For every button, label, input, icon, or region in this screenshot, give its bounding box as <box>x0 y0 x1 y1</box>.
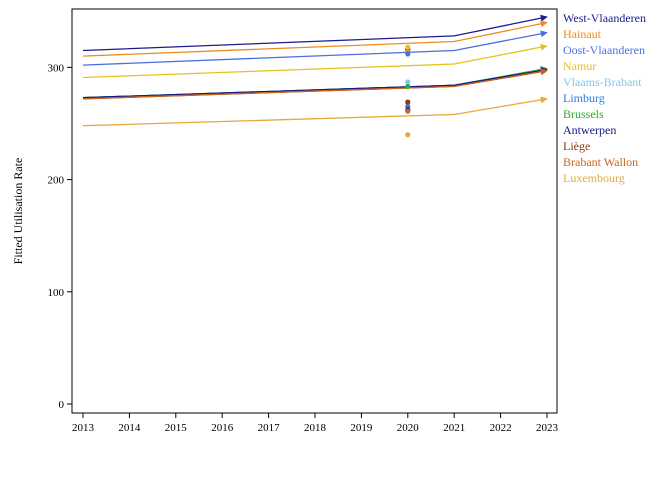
observed-point <box>405 79 411 85</box>
x-tick-label: 2020 <box>397 422 420 434</box>
series-line <box>82 30 548 66</box>
series-line <box>82 67 548 99</box>
series-line <box>82 14 548 52</box>
series-line <box>82 68 548 100</box>
observed-point <box>405 99 411 105</box>
series-layer <box>82 14 548 127</box>
x-tick-label: 2015 <box>165 422 188 434</box>
legend-entry: Luxembourg <box>563 171 625 185</box>
x-tick-label: 2016 <box>211 422 234 434</box>
y-tick-label: 200 <box>48 175 65 187</box>
x-tick-label: 2018 <box>304 422 327 434</box>
y-tick-label: 0 <box>59 399 65 411</box>
observed-point <box>405 51 411 57</box>
legend-entry: Limburg <box>563 91 605 105</box>
legend-entry: Hainaut <box>563 27 602 41</box>
legend-entry: Brabant Wallon <box>563 155 638 169</box>
observed-point <box>405 44 411 50</box>
series-line <box>82 43 548 79</box>
legend-entry: Brussels <box>563 107 604 121</box>
y-axis-title: Fitted Utilisation Rate <box>11 158 25 265</box>
legend-entry: Oost-Vlaanderen <box>563 43 645 57</box>
legend: West-Vlaanderen Hainaut Oost-Vlaanderen Nam… <box>563 11 646 185</box>
legend-entry: West-Vlaanderen <box>563 11 646 25</box>
x-tick-label: 2014 <box>118 422 141 434</box>
x-tick-label: 2021 <box>443 422 465 434</box>
legend-entry: Antwerpen <box>563 123 616 137</box>
observed-point <box>405 132 411 138</box>
legend-entry: Namur <box>563 59 596 73</box>
y-tick-label: 100 <box>48 287 65 299</box>
axes: 2013 2014 2015 2016 2017 2018 2019 2020 2021 2022… <box>48 8 559 434</box>
x-tick-label: 2023 <box>536 422 559 434</box>
series-line <box>82 96 548 127</box>
series-line <box>82 20 548 57</box>
observed-point <box>405 108 411 114</box>
y-tick-label: 300 <box>48 62 65 74</box>
x-tick-label: 2013 <box>72 422 95 434</box>
legend-entry: Liège <box>563 139 590 153</box>
x-tick-label: 2022 <box>490 422 512 434</box>
x-tick-label: 2017 <box>258 422 281 434</box>
observed-points-layer <box>405 44 411 138</box>
x-tick-label: 2019 <box>350 422 373 434</box>
observed-point <box>405 83 411 90</box>
legend-entry: Vlaams-Brabant <box>563 75 642 89</box>
